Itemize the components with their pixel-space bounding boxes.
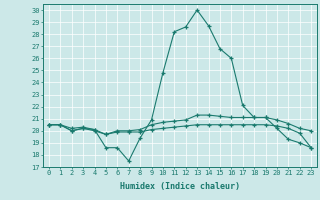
- X-axis label: Humidex (Indice chaleur): Humidex (Indice chaleur): [120, 182, 240, 191]
